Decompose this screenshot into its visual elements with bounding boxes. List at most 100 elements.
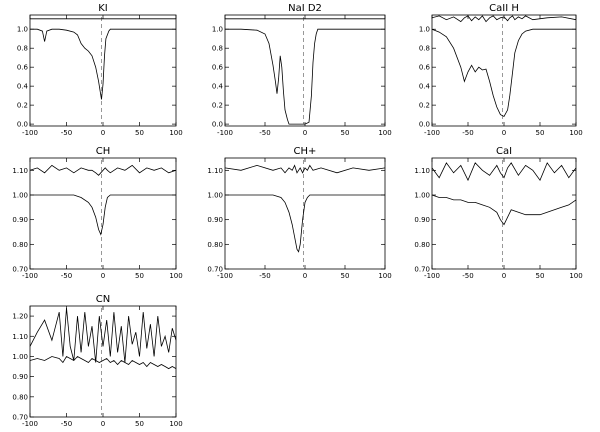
y-tick-label: 0.90 bbox=[12, 373, 28, 381]
y-tick-label: 1.20 bbox=[12, 313, 28, 321]
series-line-1 bbox=[29, 164, 177, 176]
series-line-1 bbox=[29, 307, 177, 363]
y-tick-label: 0.80 bbox=[12, 393, 28, 401]
x-tick-label: -50 bbox=[259, 129, 270, 137]
x-tick-label: 50 bbox=[135, 129, 144, 137]
y-tick-label: 0.8 bbox=[419, 45, 430, 53]
x-tick-label: 50 bbox=[135, 420, 144, 428]
plot-frame bbox=[29, 14, 177, 127]
x-tick-label: 100 bbox=[569, 272, 582, 280]
panel-3: CaII H -100 -50 0 50 100 0.0 0.2 0.4 0.6 0.8 1.0 bbox=[419, 3, 583, 137]
y-tick-label: 1.00 bbox=[12, 192, 28, 200]
y-tick-label: 0.6 bbox=[17, 64, 29, 72]
panel-title: CN bbox=[96, 294, 110, 305]
panel-6: CaI -100 -50 0 50 100 0.70 0.80 0.90 1.00 1.10 bbox=[414, 146, 582, 280]
y-tick-label: 0.4 bbox=[419, 83, 431, 91]
y-tick-label: 0.80 bbox=[207, 241, 223, 249]
plot-frame bbox=[431, 14, 577, 127]
x-tick-label: 100 bbox=[569, 129, 582, 137]
series-line-2 bbox=[431, 194, 577, 226]
y-tick-label: 0.80 bbox=[12, 241, 28, 249]
panel-title: CH+ bbox=[294, 146, 317, 157]
y-tick-label: 0.0 bbox=[212, 121, 223, 129]
x-tick-label: 0 bbox=[502, 129, 506, 137]
panel-title: CH bbox=[96, 146, 111, 157]
y-tick-label: 0.80 bbox=[414, 241, 430, 249]
y-tick-label: 1.0 bbox=[212, 26, 223, 34]
x-tick-label: -50 bbox=[61, 272, 72, 280]
x-tick-label: 0 bbox=[101, 420, 105, 428]
panel-title: KI bbox=[98, 3, 108, 14]
y-tick-label: 0.90 bbox=[414, 216, 430, 224]
series-line-1 bbox=[431, 15, 577, 23]
x-tick-label: -100 bbox=[22, 420, 38, 428]
x-tick-label: 50 bbox=[341, 272, 350, 280]
y-tick-label: 0.6 bbox=[419, 64, 431, 72]
x-tick-label: 50 bbox=[135, 272, 144, 280]
y-tick-label: 0.4 bbox=[17, 83, 29, 91]
y-tick-label: 1.00 bbox=[12, 353, 28, 361]
y-tick-label: 0.2 bbox=[212, 102, 223, 110]
y-tick-label: 1.0 bbox=[17, 26, 28, 34]
series-line-1 bbox=[224, 164, 386, 174]
panel-title: CaI bbox=[496, 146, 512, 157]
plot-frame bbox=[431, 157, 577, 270]
x-tick-label: -50 bbox=[61, 129, 72, 137]
series-line-2 bbox=[29, 355, 177, 370]
y-tick-label: 1.00 bbox=[414, 192, 430, 200]
y-tick-label: 1.00 bbox=[207, 192, 223, 200]
x-tick-label: 0 bbox=[502, 272, 506, 280]
y-tick-label: 0.70 bbox=[414, 266, 430, 274]
series-line-2 bbox=[225, 28, 385, 125]
plot-frame bbox=[224, 14, 386, 127]
plot-frame bbox=[29, 305, 177, 418]
series-line-2 bbox=[30, 28, 176, 100]
x-tick-label: 50 bbox=[536, 129, 545, 137]
x-tick-label: 0 bbox=[101, 129, 105, 137]
panel-title: NaI D2 bbox=[288, 3, 322, 14]
panel-title: CaII H bbox=[489, 3, 519, 14]
y-tick-label: 0.90 bbox=[12, 216, 28, 224]
x-tick-label: -50 bbox=[259, 272, 270, 280]
x-tick-label: 50 bbox=[341, 129, 350, 137]
x-tick-label: 100 bbox=[378, 129, 391, 137]
x-tick-label: 100 bbox=[169, 420, 182, 428]
y-tick-label: 0.2 bbox=[419, 102, 430, 110]
x-tick-label: 100 bbox=[378, 272, 391, 280]
x-tick-label: 100 bbox=[169, 129, 182, 137]
x-tick-label: -50 bbox=[61, 420, 72, 428]
y-tick-label: 0.2 bbox=[17, 102, 28, 110]
x-tick-label: -100 bbox=[22, 272, 38, 280]
series-line-1 bbox=[431, 162, 577, 182]
series-line-2 bbox=[225, 194, 385, 253]
y-tick-label: 0.4 bbox=[212, 83, 224, 91]
plot-frame bbox=[224, 157, 386, 270]
y-tick-label: 0.70 bbox=[12, 266, 28, 274]
y-tick-label: 1.10 bbox=[414, 167, 430, 175]
x-tick-label: -50 bbox=[462, 129, 473, 137]
y-tick-label: 0.8 bbox=[212, 45, 223, 53]
x-tick-label: 0 bbox=[303, 129, 307, 137]
y-tick-label: 0.8 bbox=[17, 45, 28, 53]
x-tick-label: 50 bbox=[536, 272, 545, 280]
y-tick-label: 1.0 bbox=[419, 26, 430, 34]
x-tick-label: 0 bbox=[303, 272, 307, 280]
y-tick-label: 0.6 bbox=[212, 64, 224, 72]
y-tick-label: 1.10 bbox=[12, 333, 28, 341]
x-tick-label: 0 bbox=[101, 272, 105, 280]
y-tick-label: 0.70 bbox=[12, 414, 28, 422]
x-tick-label: -100 bbox=[217, 272, 233, 280]
y-tick-label: 0.90 bbox=[207, 216, 223, 224]
series-line-2 bbox=[431, 28, 576, 118]
y-tick-label: 0.0 bbox=[419, 121, 430, 129]
x-tick-label: -100 bbox=[424, 129, 440, 137]
panel-2: NaI D2 -100 -50 0 50 100 0.0 0.2 0.4 0.6 0.8 1.0 bbox=[212, 3, 392, 137]
y-tick-label: 1.10 bbox=[12, 167, 28, 175]
x-tick-label: -100 bbox=[22, 129, 38, 137]
y-tick-label: 1.10 bbox=[207, 167, 223, 175]
x-tick-label: 100 bbox=[169, 272, 182, 280]
panel-1: KI -100 -50 0 50 100 0.0 0.2 0.4 0.6 0.8 1.0 bbox=[17, 3, 183, 137]
series-line-2 bbox=[30, 194, 176, 236]
x-tick-label: -100 bbox=[424, 272, 440, 280]
